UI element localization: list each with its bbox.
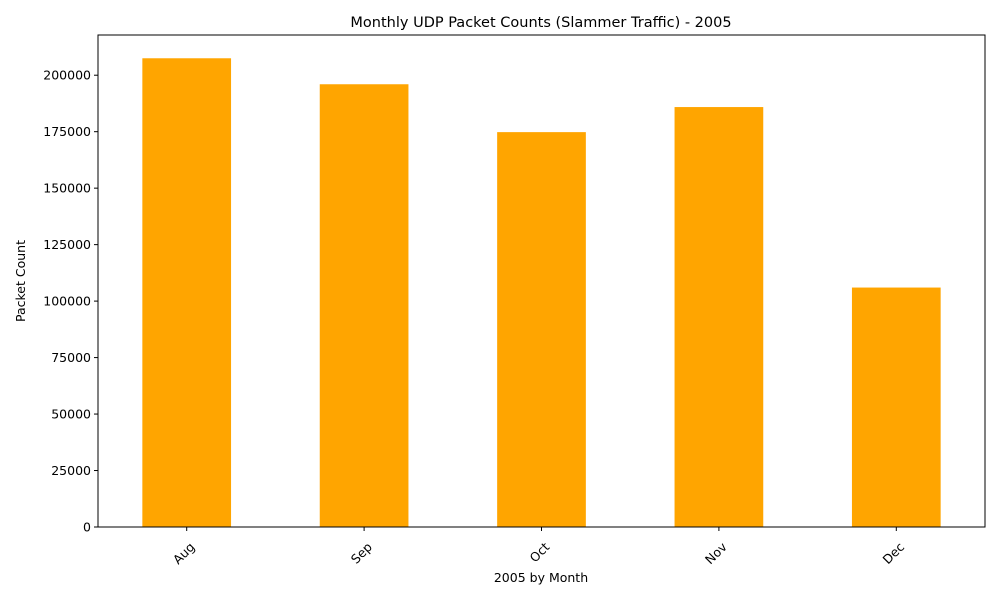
bar-dec bbox=[851, 287, 941, 527]
y-tick-label: 100000 bbox=[43, 294, 91, 309]
y-tick-label: 0 bbox=[83, 520, 91, 535]
y-tick-label: 175000 bbox=[43, 124, 91, 139]
y-axis-label: Packet Count bbox=[13, 240, 28, 322]
chart-title: Monthly UDP Packet Counts (Slammer Traff… bbox=[350, 15, 731, 31]
y-tick-label: 50000 bbox=[51, 407, 91, 422]
y-tick-label: 25000 bbox=[51, 463, 91, 478]
y-tick-label: 150000 bbox=[43, 181, 91, 196]
x-tick-label: Sep bbox=[348, 539, 375, 566]
bar-aug bbox=[142, 58, 232, 528]
x-tick-label: Dec bbox=[879, 539, 907, 567]
x-tick-label: Oct bbox=[527, 539, 553, 565]
x-tick-label: Aug bbox=[170, 539, 198, 567]
bar-sep bbox=[319, 84, 409, 527]
y-tick-label: 125000 bbox=[43, 237, 91, 252]
y-tick-label: 75000 bbox=[51, 350, 91, 365]
x-axis-label: 2005 by Month bbox=[494, 570, 588, 585]
bar-nov bbox=[674, 107, 764, 527]
x-tick-label: Nov bbox=[702, 539, 730, 567]
bar-oct bbox=[497, 132, 586, 527]
y-tick-label: 200000 bbox=[43, 68, 91, 83]
plot-area: 0 25000 50000 75000 100000 125000 150000 175000… bbox=[43, 34, 986, 567]
